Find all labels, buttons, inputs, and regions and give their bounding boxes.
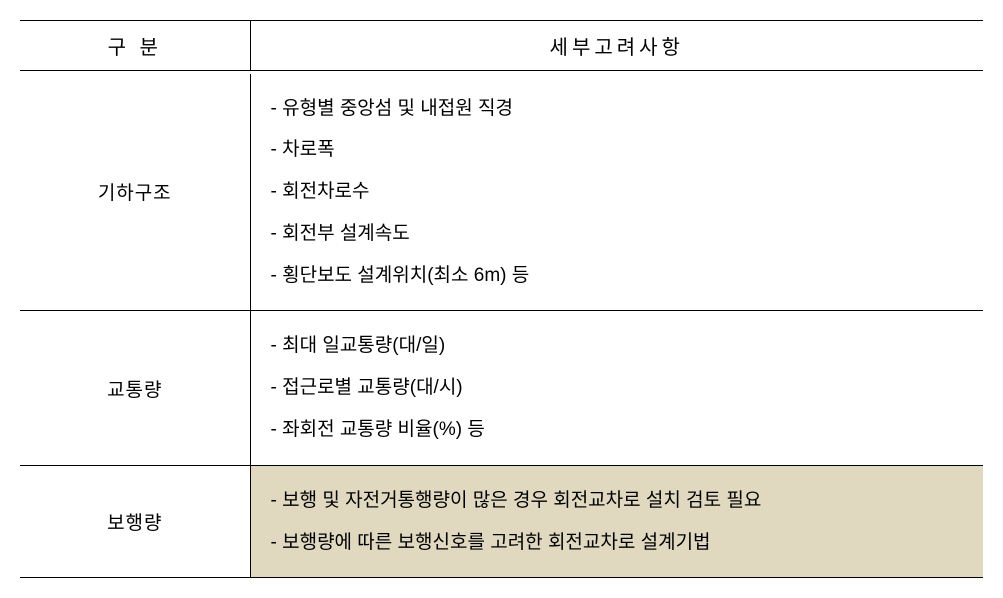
- list-item: - 보행량에 따른 보행신호를 고려한 회전교차로 설계기법: [271, 522, 964, 564]
- list-item: - 보행 및 자전거통행량이 많은 경우 회전교차로 설치 검토 필요: [271, 480, 964, 522]
- table-row: 기하구조- 유형별 중앙섬 및 내접원 직경- 차로폭- 회전차로수- 회전부 …: [20, 74, 983, 311]
- category-cell: 보행량: [20, 465, 250, 578]
- list-item: - 접근로별 교통량(대/시): [271, 367, 964, 409]
- details-list: - 보행 및 자전거통행량이 많은 경우 회전교차로 설치 검토 필요- 보행량…: [251, 466, 984, 578]
- category-cell: 교통량: [20, 311, 250, 465]
- category-cell: 기하구조: [20, 74, 250, 311]
- list-item: - 차로폭: [271, 129, 964, 171]
- list-item: - 좌회전 교통량 비율(%) 등: [271, 409, 964, 451]
- list-item: - 횡단보도 설계위치(최소 6m) 등: [271, 255, 964, 297]
- details-cell: - 최대 일교통량(대/일)- 접근로별 교통량(대/시)- 좌회전 교통량 비…: [250, 311, 983, 465]
- table-body: 기하구조- 유형별 중앙섬 및 내접원 직경- 차로폭- 회전차로수- 회전부 …: [20, 74, 983, 578]
- details-cell: - 유형별 중앙섬 및 내접원 직경- 차로폭- 회전차로수- 회전부 설계속도…: [250, 74, 983, 311]
- list-item: - 회전차로수: [271, 171, 964, 213]
- list-item: - 유형별 중앙섬 및 내접원 직경: [271, 88, 964, 130]
- list-item: - 최대 일교통량(대/일): [271, 325, 964, 367]
- details-list: - 유형별 중앙섬 및 내접원 직경- 차로폭- 회전차로수- 회전부 설계속도…: [251, 74, 984, 311]
- list-item: - 회전부 설계속도: [271, 213, 964, 255]
- considerations-table: 구 분 세부고려사항 기하구조- 유형별 중앙섬 및 내접원 직경- 차로폭- …: [20, 20, 983, 578]
- table-row: 보행량- 보행 및 자전거통행량이 많은 경우 회전교차로 설치 검토 필요- …: [20, 465, 983, 578]
- table-row: 교통량- 최대 일교통량(대/일)- 접근로별 교통량(대/시)- 좌회전 교통…: [20, 311, 983, 465]
- header-category: 구 분: [20, 21, 250, 71]
- header-details: 세부고려사항: [250, 21, 983, 71]
- details-cell: - 보행 및 자전거통행량이 많은 경우 회전교차로 설치 검토 필요- 보행량…: [250, 465, 983, 578]
- table-header-row: 구 분 세부고려사항: [20, 21, 983, 71]
- details-list: - 최대 일교통량(대/일)- 접근로별 교통량(대/시)- 좌회전 교통량 비…: [251, 311, 984, 464]
